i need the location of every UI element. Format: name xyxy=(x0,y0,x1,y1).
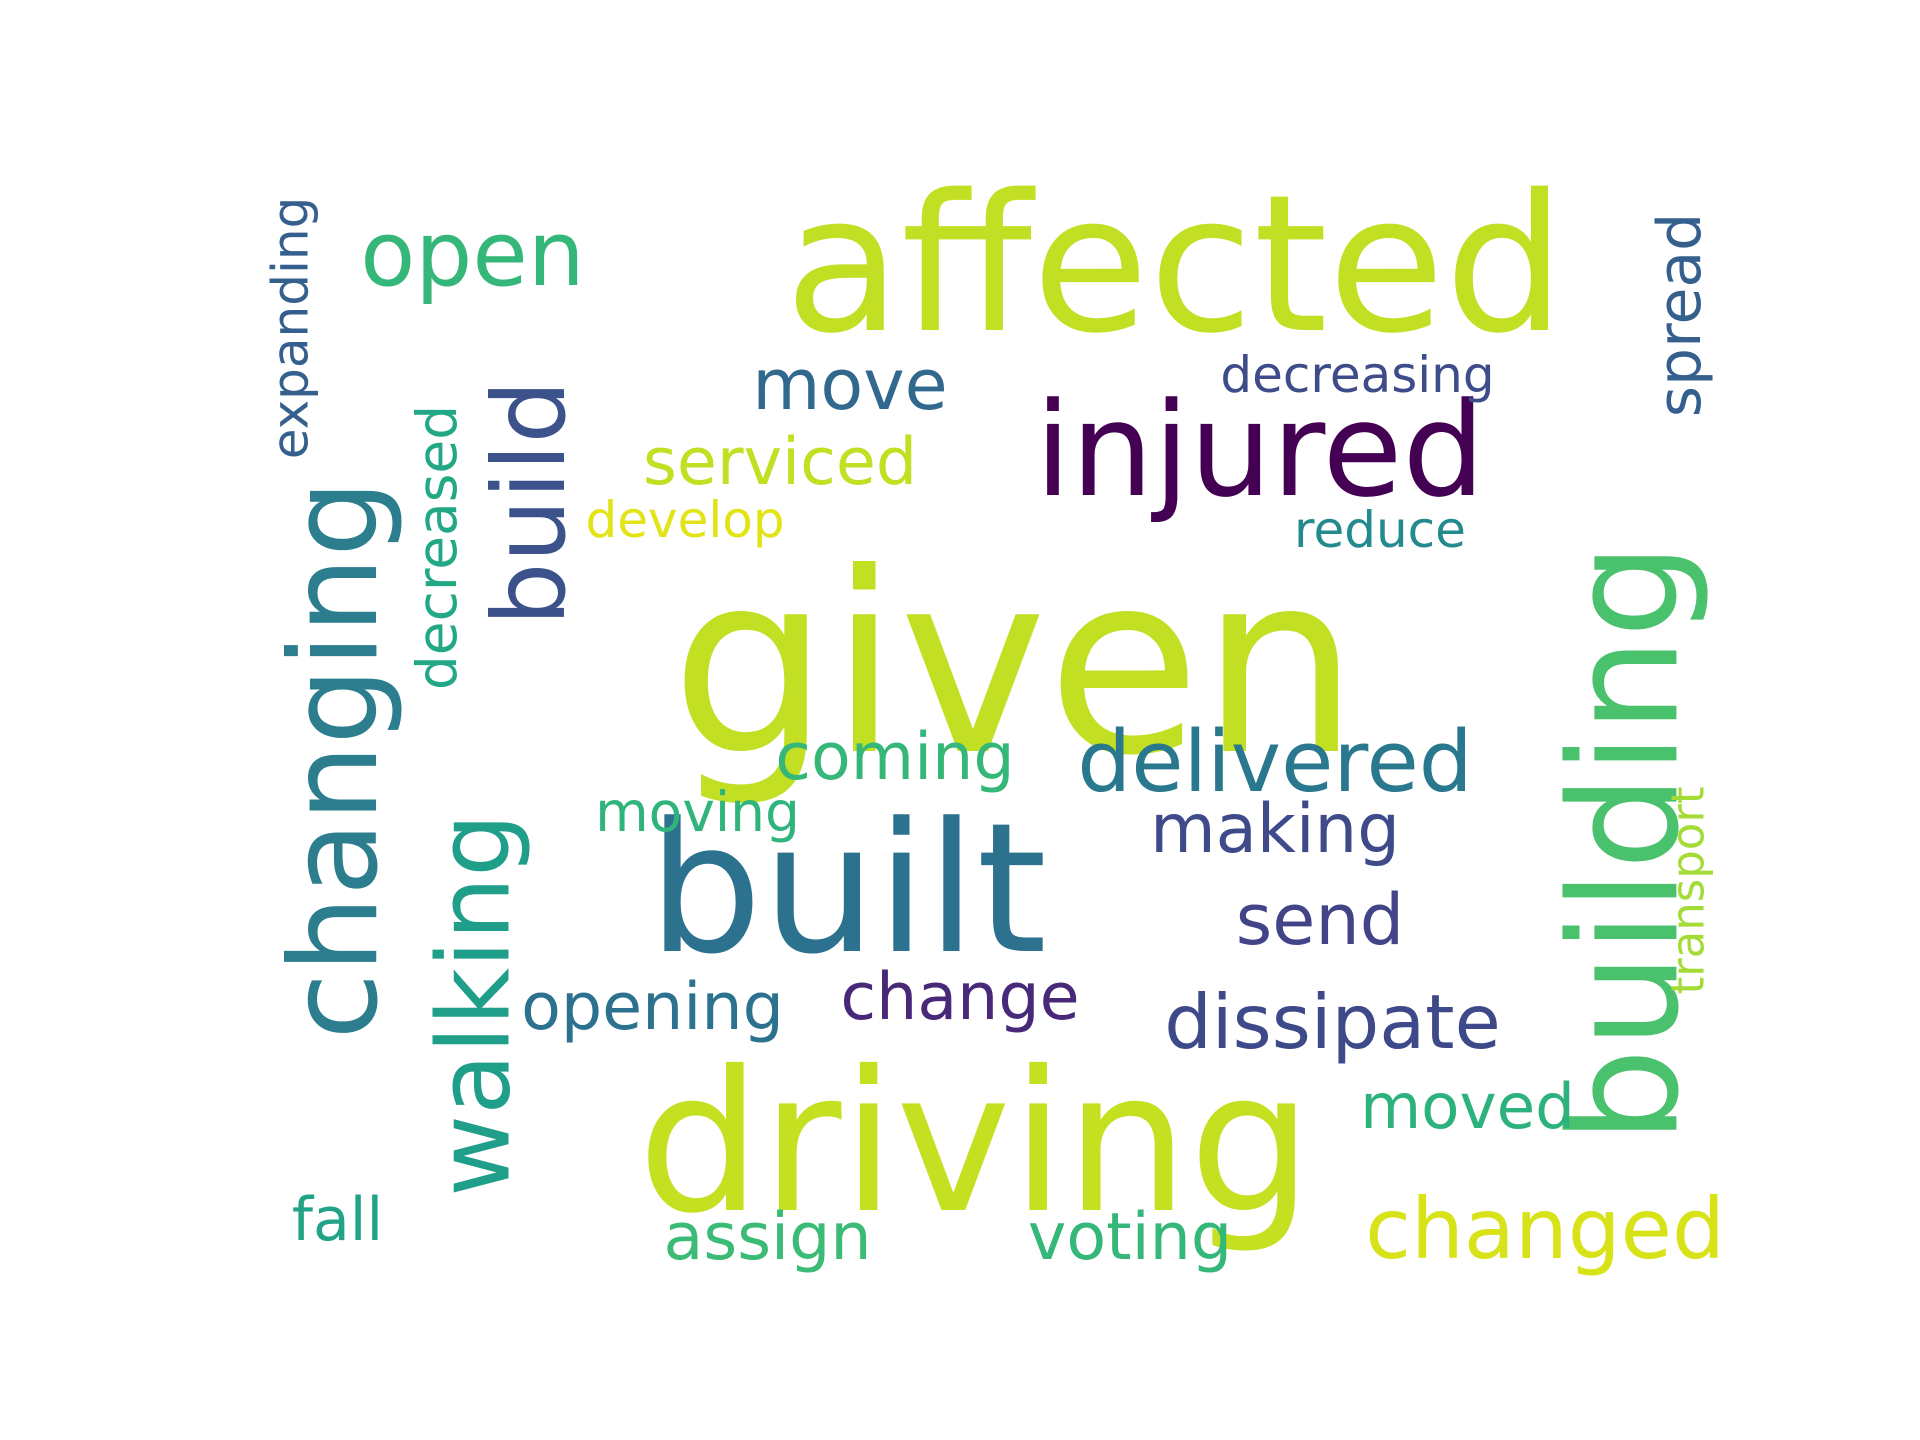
word-move: move xyxy=(752,344,948,426)
word-spread: spread xyxy=(1645,212,1716,418)
word-open: open xyxy=(360,202,585,307)
word-change: change xyxy=(840,960,1080,1035)
word-driving: driving xyxy=(637,1029,1313,1256)
word-voting: voting xyxy=(1027,1200,1233,1275)
word-built: built xyxy=(648,785,1047,994)
word-develop: develop xyxy=(585,491,785,549)
word-changed: changed xyxy=(1365,1181,1725,1279)
word-making: making xyxy=(1150,790,1400,869)
word-decreasing: decreasing xyxy=(1220,346,1495,404)
word-changing: changing xyxy=(263,480,406,1040)
word-build: build xyxy=(470,379,588,626)
word-assign: assign xyxy=(663,1200,872,1275)
word-serviced: serviced xyxy=(643,425,918,500)
word-decreased: decreased xyxy=(404,404,469,691)
word-coming: coming xyxy=(775,720,1015,795)
word-moving: moving xyxy=(595,780,800,844)
word-expanding: expanding xyxy=(260,196,319,459)
word-delivered: delivered xyxy=(1077,713,1473,812)
word-opening: opening xyxy=(521,970,784,1045)
word-affected: affected xyxy=(784,154,1566,375)
word-given: given xyxy=(670,519,1360,810)
word-fall: fall xyxy=(291,1185,384,1255)
word-dissipate: dissipate xyxy=(1164,978,1501,1066)
word-injured: injured xyxy=(1034,374,1486,526)
word-moved: moved xyxy=(1360,1070,1575,1144)
word-reduce: reduce xyxy=(1294,501,1466,559)
word-walking: walking xyxy=(416,813,533,1197)
word-transport: transport xyxy=(1660,786,1714,994)
word-send: send xyxy=(1235,879,1405,961)
